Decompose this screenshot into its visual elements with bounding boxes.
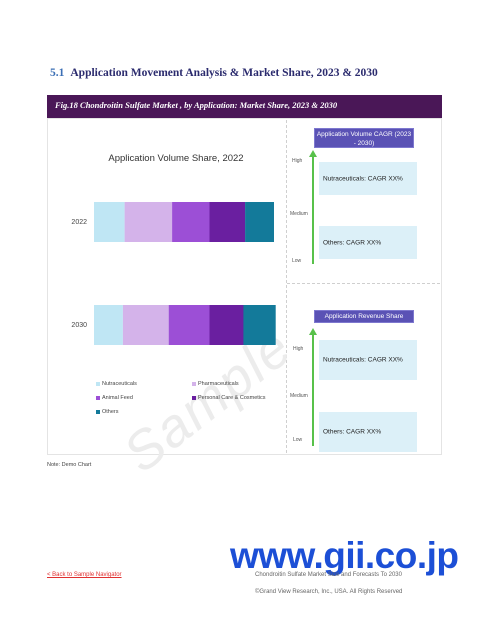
vertical-divider	[286, 120, 287, 453]
bar-segment-2022-pharmaceuticals	[124, 202, 173, 242]
figure-caption: Fig.18 Chondroitin Sulfate Market , by A…	[55, 100, 338, 110]
bar-segment-2030-pharmaceuticals	[122, 305, 169, 345]
revenue-level-low: Low	[293, 437, 303, 443]
chart-title: Application Volume Share, 2022	[108, 153, 244, 164]
legend-swatch	[96, 409, 100, 414]
legend-item-nutraceuticals: Nutraceuticals	[96, 381, 137, 387]
legend-swatch	[96, 395, 100, 400]
footer-title: Chondroitin Sulfate Market Size and Fore…	[255, 572, 402, 578]
section-title: Application Movement Analysis & Market S…	[70, 67, 378, 79]
bar-segment-2030-others	[243, 305, 276, 345]
revenue-axis-line	[312, 334, 314, 446]
legend-swatch	[96, 381, 100, 386]
category-label-2022: 2022	[71, 219, 87, 226]
revenue-arrow-icon	[309, 328, 317, 335]
revenue-item-2: Others: CAGR XX%	[319, 412, 417, 452]
horizontal-divider	[287, 283, 440, 284]
brand-url: www.gii.co.jp	[230, 535, 459, 576]
revenue-level-medium: Medium	[290, 393, 308, 399]
bar-segment-2022-personal-care-cosmetics	[209, 202, 246, 242]
volume-cagr-title: Application Volume CAGR (2023 - 2030)	[314, 128, 414, 148]
revenue-item-1: Nutraceuticals: CAGR XX%	[319, 340, 417, 380]
section-heading: 5.1 Application Movement Analysis & Marke…	[50, 67, 378, 79]
figure-caption-bar: Fig.18 Chondroitin Sulfate Market , by A…	[47, 95, 442, 118]
legend-item-animal-feed: Animal Feed	[96, 395, 133, 401]
volume-arrow-icon	[309, 150, 317, 157]
legend-item-others: Others	[96, 409, 119, 415]
bar-segment-2030-animal-feed	[168, 305, 210, 345]
legend-swatch	[192, 395, 196, 400]
bar-segment-2022-animal-feed	[172, 202, 210, 242]
bar-segment-2030-nutraceuticals	[94, 305, 123, 345]
section-number: 5.1	[50, 67, 65, 79]
demo-chart-note: Note: Demo Chart	[47, 462, 92, 468]
bar-segment-2030-personal-care-cosmetics	[209, 305, 244, 345]
volume-level-high: High	[292, 158, 303, 164]
back-to-sample-navigator-link[interactable]: < Back to Sample Navigator	[47, 572, 122, 578]
volume-item-2: Others: CAGR XX%	[319, 226, 417, 259]
volume-level-medium: Medium	[290, 211, 308, 217]
legend-item-personal-care: Personal Care & Cosmetics	[192, 395, 266, 401]
legend-swatch	[192, 381, 196, 386]
revenue-share-title: Application Revenue Share (2022)	[314, 310, 414, 330]
volume-axis-line	[312, 156, 314, 264]
bar-segment-2022-nutraceuticals	[94, 202, 125, 242]
copyright: ©Grand View Research, Inc., USA. All Rig…	[255, 589, 403, 595]
revenue-level-high: High	[293, 346, 304, 352]
legend-item-pharmaceuticals: Pharmaceuticals	[192, 381, 239, 387]
volume-item-1: Nutraceuticals: CAGR XX%	[319, 162, 417, 195]
volume-level-low: Low	[292, 258, 302, 264]
category-label-2030: 2030	[71, 322, 87, 329]
bar-segment-2022-others	[245, 202, 274, 242]
